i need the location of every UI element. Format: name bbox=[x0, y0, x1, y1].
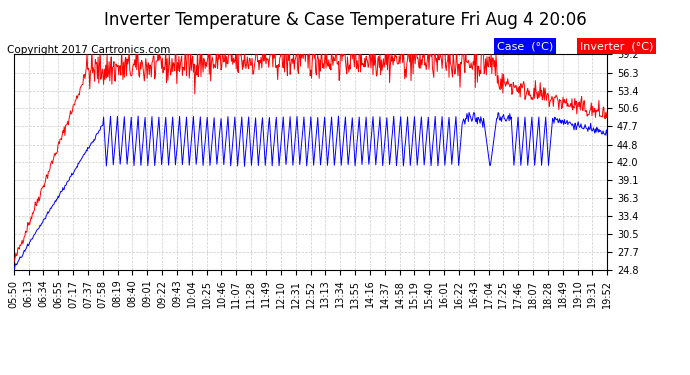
Text: Case  (°C): Case (°C) bbox=[497, 41, 553, 51]
Text: Inverter Temperature & Case Temperature Fri Aug 4 20:06: Inverter Temperature & Case Temperature … bbox=[104, 11, 586, 29]
Text: Inverter  (°C): Inverter (°C) bbox=[580, 41, 653, 51]
Text: Copyright 2017 Cartronics.com: Copyright 2017 Cartronics.com bbox=[7, 45, 170, 55]
